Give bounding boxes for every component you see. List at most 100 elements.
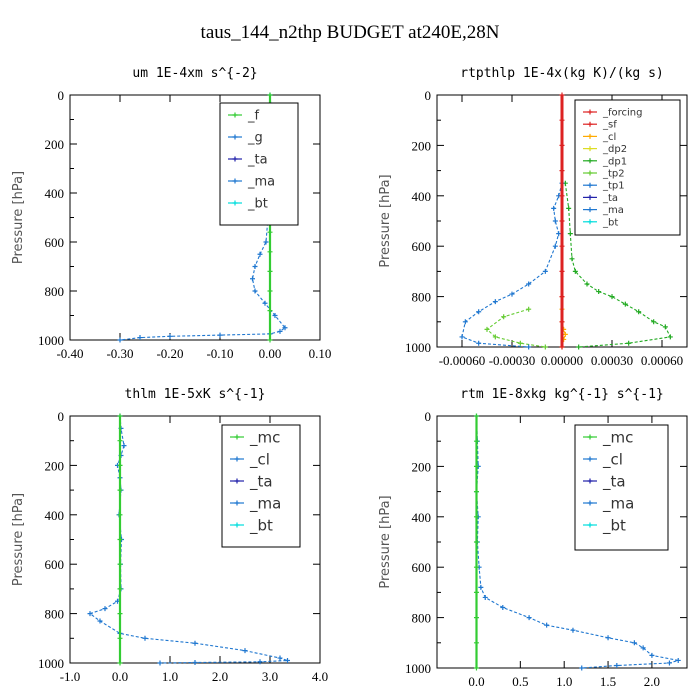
series-cl-point-20 — [285, 658, 290, 664]
x-tick-label: 1.0 — [556, 674, 572, 689]
y-axis-label: Pressure [hPa] — [11, 171, 26, 264]
series-g-point-12 — [250, 276, 255, 282]
series-cl-point-23 — [157, 660, 163, 666]
legend-entry: _ta — [602, 193, 618, 204]
series-tp1-point-8 — [509, 291, 515, 297]
series-dp1-point-8 — [622, 301, 628, 307]
series-dp1-point-11 — [662, 324, 668, 330]
legend-box — [574, 424, 669, 551]
series-mc-point-8 — [117, 611, 123, 617]
series-cl-point-16 — [649, 652, 655, 658]
y-tick-label: 0 — [425, 409, 432, 424]
legend-marker-point-2 — [587, 478, 593, 484]
series-mc-point-10 — [117, 660, 123, 666]
x-tick-label: 0.00 — [259, 346, 282, 361]
series-dp1-point-4 — [572, 268, 578, 274]
x-tick-label: 1.0 — [162, 669, 178, 684]
legend: _forcing_sf_cl_dp2_dp1 _tp2_tp1_ta_ma_bt — [574, 99, 681, 236]
series-cl-point-14 — [97, 618, 103, 624]
series-f-point-0 — [267, 92, 273, 98]
y-tick-label: 200 — [45, 458, 65, 473]
panel-title: rtpthlp 1E-4x(kg K)/(kg s) — [460, 66, 664, 81]
legend-entry: _ta — [247, 153, 268, 168]
series-dp1-point-1 — [566, 205, 572, 211]
series-cl-point-18 — [666, 660, 672, 666]
series-tp2-point-3 — [492, 334, 498, 340]
series-dp1-point-12 — [667, 334, 673, 340]
series-mc-point-3 — [473, 489, 479, 495]
series-tp2-point-1 — [501, 314, 507, 320]
legend-entry: _cl — [602, 450, 623, 469]
series-dp1 — [562, 180, 673, 350]
series-dp1-point-14 — [576, 344, 582, 350]
series-cl-point-7 — [478, 584, 484, 590]
series-g-point-19 — [217, 332, 223, 338]
legend-entry: _bt — [602, 516, 626, 535]
x-tick-label: -0.40 — [56, 346, 83, 361]
y-axis-label: Pressure [hPa] — [378, 174, 393, 267]
series-dp1-point-5 — [584, 281, 590, 287]
legend-entry: _cl — [602, 132, 616, 143]
series-tp1-point-13 — [476, 340, 482, 346]
legend-marker-point-2 — [587, 133, 593, 139]
series-forcing-point-8 — [559, 294, 565, 300]
legend-marker-point-4 — [587, 522, 593, 528]
series-forcing-point-9 — [559, 319, 565, 325]
legend-marker-point-3 — [234, 500, 240, 506]
series-tp1-point-12 — [459, 334, 465, 340]
series-tp1 — [459, 180, 565, 350]
series-g-point-15 — [272, 313, 278, 318]
series-forcing-point-7 — [559, 268, 565, 274]
series-dp1-point-2 — [567, 231, 573, 237]
series-mc-point-10 — [473, 665, 479, 671]
legend-marker-point-1 — [587, 121, 593, 127]
series-dp1-point-9 — [636, 309, 642, 315]
series-mc-point-1 — [473, 438, 479, 444]
series-mc-point-2 — [473, 463, 479, 469]
legend-marker-point-3 — [587, 146, 593, 152]
x-tick-label: 0.00030 — [591, 353, 633, 368]
panel-4: rtm 1E-8xkg kg^{-1} s^{-1} Pressure [hPa]… — [378, 387, 688, 689]
figure-title: taus_144_n2thp BUDGET at240E,28N — [201, 22, 500, 43]
series-g-point-9 — [263, 239, 269, 245]
panel-3: thlm 1E-5xK s^{-1} Pressure [hPa] 0 200 400 6… — [11, 387, 328, 684]
panel-title: rtm 1E-8xkg kg^{-1} s^{-1} — [460, 387, 664, 402]
y-tick-label: 400 — [45, 508, 65, 523]
legend-entry: _cl — [249, 450, 270, 469]
y-tick-label: 1000 — [38, 656, 64, 671]
series-tp1-point-14 — [526, 344, 532, 350]
series-forcing-point-0 — [559, 92, 565, 98]
y-tick-label: 200 — [412, 459, 432, 474]
series-cl-point-17 — [675, 657, 681, 663]
legend-entry: _ta — [602, 472, 626, 491]
series-mc-point-9 — [473, 640, 479, 646]
series-tp1-point-9 — [492, 299, 498, 305]
x-tick-label: 0.00060 — [641, 353, 683, 368]
legend-entry: _bt — [249, 516, 273, 535]
x-tick-label: 4.0 — [312, 669, 328, 684]
series-f-point-10 — [267, 288, 273, 294]
series-mc-point-6 — [117, 561, 123, 567]
series-mc-point-3 — [117, 487, 123, 493]
series-mc-point-2 — [117, 462, 123, 468]
x-tick-label: 2.0 — [644, 674, 660, 689]
series-cl-point-12 — [570, 627, 576, 633]
series-mc — [473, 413, 479, 671]
x-tick-label: 1.5 — [600, 674, 616, 689]
panel-1: um 1E-4xm s^{-2} Pressure [hPa] 0 200 400 600… — [11, 66, 331, 361]
series-g-point-21 — [137, 335, 143, 341]
series-cl-point-22 — [192, 660, 198, 666]
series-tp1-point-11 — [462, 319, 468, 325]
x-tick-label: 0.5 — [512, 674, 528, 689]
legend-entry: _mc — [602, 428, 633, 447]
series-cl-point-2 — [121, 443, 127, 449]
series-forcing-point-3 — [559, 168, 565, 174]
legend-entry: _g — [247, 131, 263, 146]
legend-entry: _ma — [602, 494, 634, 513]
y-tick-label: 800 — [45, 284, 65, 299]
series-g-point-11 — [252, 264, 258, 269]
series-cl-point-12 — [102, 606, 108, 612]
series-mc-point-9 — [117, 635, 123, 641]
y-tick-label: 0 — [425, 88, 432, 103]
x-tick-label: 3.0 — [262, 669, 278, 684]
